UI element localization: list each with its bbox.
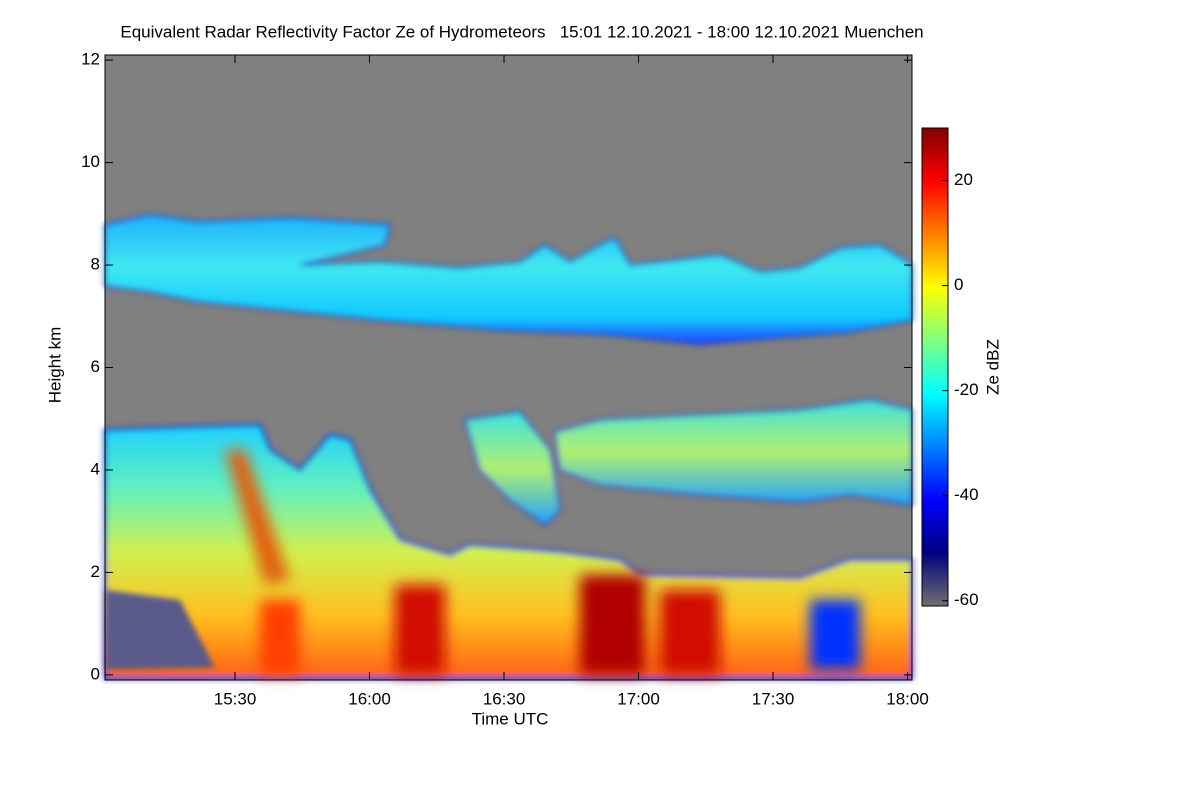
x-tick-label: 18:00 [886,689,929,708]
y-tick-label: 4 [91,459,100,478]
y-tick-label: 6 [91,357,100,376]
x-tick-label: 15:30 [214,689,257,708]
colorbar-label: Ze dBZ [983,339,1002,395]
x-tick-label: 17:00 [617,689,660,708]
x-tick-label: 16:30 [483,689,526,708]
y-tick-label: 12 [81,50,100,69]
y-tick-label: 0 [91,664,100,683]
colorbar-tick-label: -40 [954,485,979,504]
y-axis-label: Height km [45,327,64,404]
chart-title: Equivalent Radar Reflectivity Factor Ze … [120,22,923,41]
y-tick-label: 8 [91,255,100,274]
colorbar-tick-label: -20 [954,380,979,399]
colorbar-tick-label: 20 [954,170,973,189]
y-tick-label: 2 [91,562,100,581]
colorbar [921,127,949,607]
colorbar-tick-label: 0 [954,275,963,294]
y-tick-label: 10 [81,152,100,171]
radar-field [103,55,914,680]
x-tick-label: 17:30 [752,689,795,708]
colorbar-tick-label: -60 [954,590,979,609]
x-tick-label: 16:00 [348,689,391,708]
x-axis-label: Time UTC [472,709,549,728]
